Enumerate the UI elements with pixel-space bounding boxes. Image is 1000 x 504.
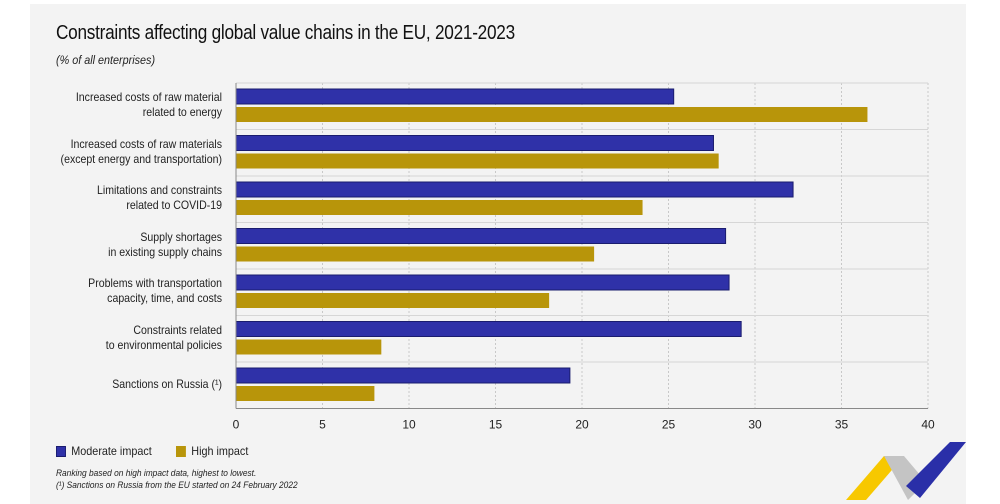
category-label-line: Constraints related	[133, 322, 222, 337]
category-label-line: in existing supply chains	[108, 244, 222, 259]
ranking-note: Ranking based on high impact data, highe…	[56, 468, 257, 479]
category-label-line: (except energy and transportation)	[60, 151, 222, 166]
legend-label-moderate: Moderate impact	[71, 444, 152, 458]
bar-moderate-impact	[235, 88, 675, 105]
bar-high-impact	[236, 153, 719, 169]
bar-moderate-impact	[235, 181, 794, 198]
legend-swatch-high	[176, 445, 187, 457]
category-label-line: Limitations and constraints	[96, 183, 222, 198]
x-tick-label: 30	[748, 418, 762, 432]
footnote-sanctions: (¹) Sanctions on Russia from the EU star…	[56, 480, 298, 491]
category-label-line: Sanctions on Russia (¹)	[112, 376, 222, 391]
category-label: Increased costs of raw materials (except …	[28, 137, 222, 167]
x-tick-label: 35	[835, 418, 849, 432]
bar-moderate-impact	[235, 321, 742, 337]
category-label-line: related to energy	[142, 105, 222, 120]
x-tick-label: 10	[402, 418, 416, 432]
bar-high-impact	[236, 200, 643, 215]
x-tick-label: 25	[662, 418, 676, 432]
x-tick-label: 0	[233, 418, 240, 432]
bar-high-impact	[236, 246, 595, 262]
x-tick-label: 15	[489, 418, 503, 432]
bar-moderate-impact	[235, 135, 714, 151]
eurostat-logo-icon	[846, 442, 966, 500]
x-tick-label: 20	[575, 418, 589, 432]
category-label-line: Supply shortages	[140, 229, 222, 244]
category-label: Sanctions on Russia (¹)	[28, 377, 222, 392]
category-label-line: Increased costs of raw material	[75, 90, 222, 105]
category-label-line: Increased costs of raw materials	[70, 136, 222, 151]
chart-subtitle: (% of all enterprises)	[56, 53, 156, 67]
chart-title: Constraints affecting global value chain…	[56, 22, 515, 44]
x-tick-label: 5	[319, 418, 326, 432]
category-label: Increased costs of raw material related t…	[28, 90, 222, 120]
category-label-line: Problems with transportation	[88, 276, 223, 291]
legend-item-moderate: Moderate impact	[56, 444, 152, 458]
legend-swatch-moderate	[56, 445, 66, 457]
x-tick-label: 40	[921, 418, 935, 432]
legend-item-high: High impact	[176, 444, 249, 458]
bar-high-impact	[236, 107, 868, 122]
category-label: Problems with transportation capacity, ti…	[28, 276, 222, 306]
category-label-line: related to COVID-19	[126, 198, 222, 213]
bar-moderate-impact	[235, 228, 727, 244]
category-label: Constraints related to environmental poli…	[28, 323, 222, 353]
bar-moderate-impact	[235, 274, 730, 291]
legend: Moderate impact High impact	[56, 444, 271, 458]
legend-label-high: High impact	[191, 444, 249, 458]
category-label: Supply shortages in existing supply chain…	[28, 230, 222, 260]
bar-high-impact	[236, 339, 382, 355]
category-label: Limitations and constraints related to CO…	[28, 183, 222, 213]
category-label-line: to environmental policies	[105, 337, 222, 352]
category-label-line: capacity, time, and costs	[107, 291, 222, 306]
bar-high-impact	[236, 293, 550, 308]
bar-high-impact	[236, 386, 375, 401]
bar-moderate-impact	[235, 367, 571, 384]
